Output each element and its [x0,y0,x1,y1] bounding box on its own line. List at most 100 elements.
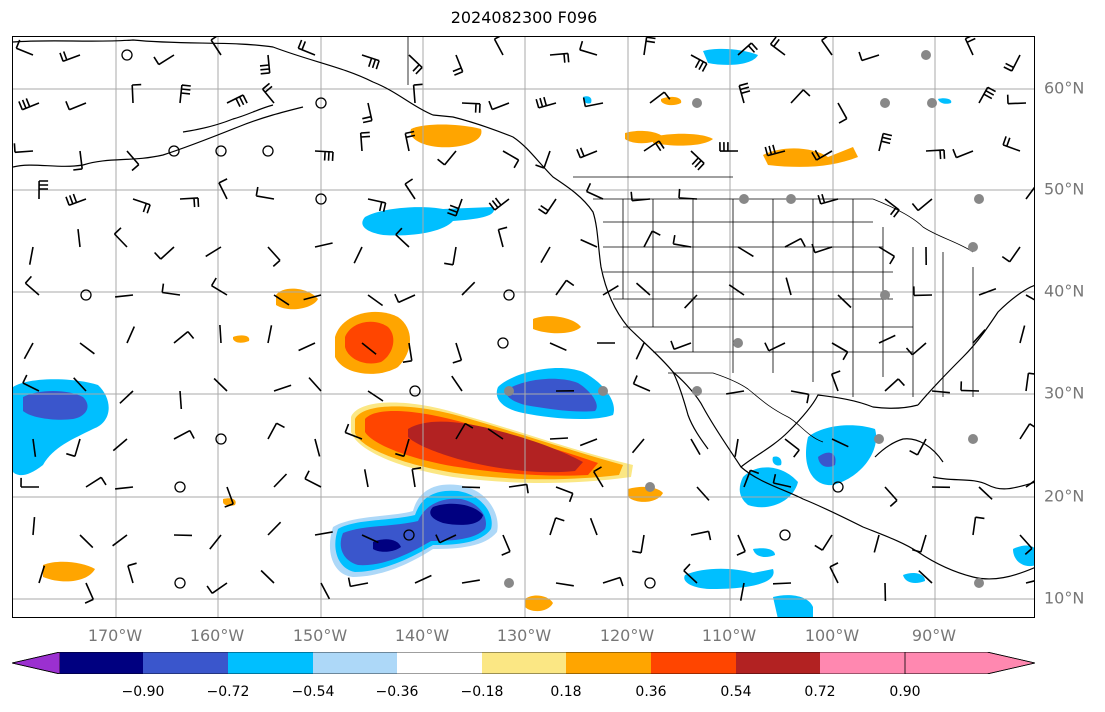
wind-barb [209,534,222,550]
coastlines [13,39,1034,580]
chart-title: 2024082300 F096 [450,8,598,27]
station-dot [880,290,890,300]
wind-barb [487,428,504,440]
wind-barb [408,54,423,75]
wind-barb [32,517,36,536]
wind-barb [736,534,746,556]
calm-circle [80,289,92,301]
wind-barb [297,39,316,56]
wind-barb [24,275,40,296]
wind-barb [508,483,529,494]
wind-barb [79,534,94,549]
wind-barb [784,237,806,248]
station-dot [692,98,702,108]
wind-barb [32,438,37,457]
longitude-label-120w: 120°W [599,626,655,645]
wind-barb [267,246,281,267]
positive-anomaly-small-6 [653,133,713,146]
colorbar-tick-label: −0.90 [121,684,165,700]
map-panel [12,36,1035,618]
colorbar-segment [482,652,566,674]
wind-barb [395,227,410,248]
colorbar-segment [313,652,397,674]
calm-circle [644,577,656,589]
wind-barb [412,83,423,104]
wind-barb [690,438,701,455]
wind-barb [884,198,900,218]
wind-barb [344,423,363,440]
wind-barb [905,342,927,356]
wind-barb [743,469,760,488]
wind-barb [811,243,833,254]
wind-barb [643,140,665,152]
colorbar-segment [143,652,228,674]
anomaly-shading [13,48,1034,617]
wind-barb [555,279,575,296]
wind-barb [790,89,811,104]
wind-barb [452,342,463,364]
wind-barb [737,246,754,258]
wind-barb [85,476,107,488]
wind-barb [219,324,222,344]
wind-barb [1002,136,1021,152]
wind-barb [267,325,273,344]
positive-anomaly-small-9 [233,335,250,343]
wind-barb [18,98,40,111]
station-dot [645,482,655,492]
negative-anomaly-10n-115w [684,568,774,589]
colorbar-tick-label: 0.36 [635,684,667,700]
wind-barb [132,198,151,214]
wind-barb [218,178,228,200]
latitude-label-60n: 60°N [1044,78,1085,98]
wind-barb [734,438,739,457]
longitude-label-100w: 100°W [804,626,860,645]
wind-barb [1006,94,1027,105]
calm-circle [315,97,327,109]
wind-barb [179,84,191,104]
wind-barb-field [13,37,1034,604]
station-dot [874,434,884,444]
positive-anomaly-gulf-alaska [410,124,482,148]
wind-barb [404,130,416,152]
wind-barb [978,86,996,104]
calm-circle [779,529,791,541]
colorbar-extend-low [12,652,61,674]
wind-barb [549,437,569,440]
wind-barb [696,486,710,501]
wind-barb [13,143,34,154]
wind-barb [785,277,792,296]
longitude-label-140w: 140°W [394,626,450,645]
wind-barb [404,178,416,200]
wind-barb [719,142,739,152]
wind-barb [918,570,933,584]
wind-barb [395,438,410,458]
wind-barb [361,342,377,355]
wind-barb [15,39,34,56]
wind-barb [837,294,852,309]
station-dot [921,50,931,60]
wind-barb [684,294,698,309]
colorbar-extend-high [904,652,1035,674]
wind-barb [772,474,792,488]
negative-anomaly-west-pacific [13,379,109,476]
wind-barb [884,486,898,507]
wind-barb [538,198,557,215]
wind-barb [65,100,87,111]
wind-barb [414,574,432,584]
wind-barb [260,569,275,584]
wind-barb [273,473,288,488]
wind-barb [173,330,195,344]
calm-circle [168,145,180,157]
wind-barb [173,429,195,440]
wind-barb [65,193,87,206]
wind-barb [1025,372,1034,392]
wind-barb [461,102,481,113]
wind-barb [672,234,692,248]
wind-barb [952,148,974,159]
wind-barb [501,534,511,556]
wind-barb [632,375,651,392]
wind-barb [535,96,557,109]
wind-barb [535,150,551,169]
wind-barb [314,438,321,457]
station-dot [974,194,984,204]
